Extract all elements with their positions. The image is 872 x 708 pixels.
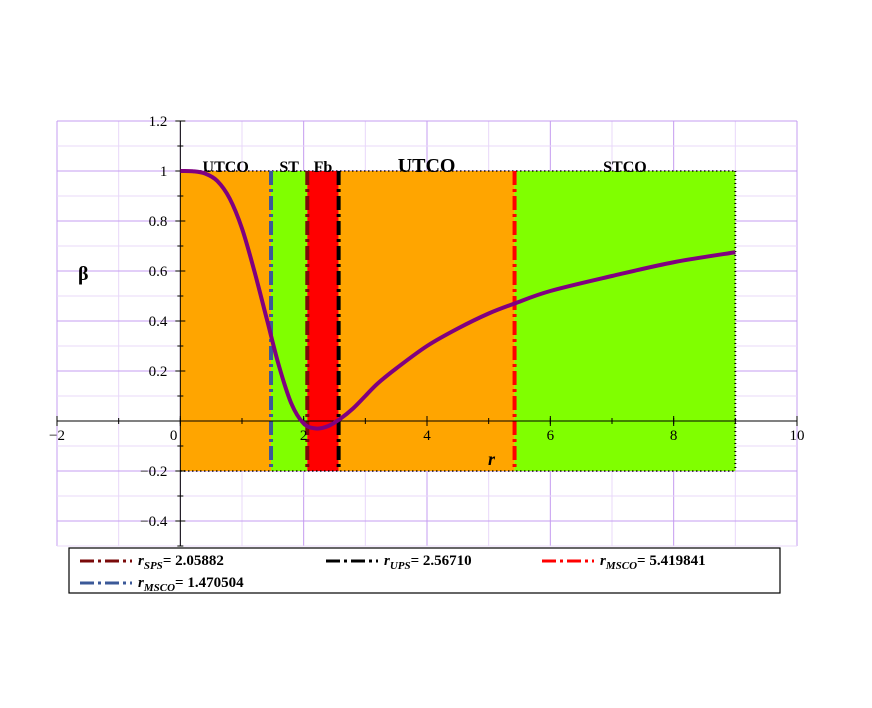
x-tick-label: 8 xyxy=(670,428,678,444)
x-tick-label: 10 xyxy=(790,428,805,444)
x-tick-label: 4 xyxy=(423,428,431,444)
region-label-4: STCO xyxy=(603,159,647,176)
x-tick-label: −2 xyxy=(49,428,65,444)
tick-labels: −2 0 2 4 6 8 10 1.2 1 0.8 0.6 0.4 0.2 −0.2 −0.4 xyxy=(49,114,804,530)
x-tick-label: 0 xyxy=(170,428,178,444)
y-tick-label: −0.4 xyxy=(140,514,168,530)
legend-label-r_MSCO_outer: rMSCO= 5.419841 xyxy=(600,553,706,572)
region-label-1: ST xyxy=(279,159,299,176)
legend-box xyxy=(68,547,781,594)
y-tick-label: 0.4 xyxy=(149,314,168,330)
legend-label-r_MSCO_inner: rMSCO= 1.470504 xyxy=(138,575,244,594)
y-tick-label: −0.2 xyxy=(140,464,167,480)
y-tick-label: 0.6 xyxy=(149,264,168,280)
y-tick-label: 0.2 xyxy=(149,364,168,380)
region-label-0: UTCO xyxy=(203,159,249,176)
region-label-2: Fb xyxy=(314,159,333,176)
axis-labels: rβ xyxy=(78,263,496,469)
region-1 xyxy=(271,171,308,471)
regions xyxy=(180,171,736,471)
y-axis-label: β xyxy=(78,263,89,285)
y-tick-label: 1 xyxy=(160,164,168,180)
y-tick-label: 0.8 xyxy=(149,214,168,230)
x-axis-label: r xyxy=(488,449,496,469)
legend-label-r_SPS: rSPS= 2.05882 xyxy=(138,553,224,572)
legend-label-r_UPS: rUPS= 2.56710 xyxy=(384,553,472,572)
region-0 xyxy=(180,171,272,471)
series xyxy=(180,168,736,431)
region-4 xyxy=(514,171,736,471)
axes xyxy=(56,120,798,547)
region-label-3: UTCO xyxy=(398,155,456,177)
legend: rSPS= 2.05882 rUPS= 2.56710 rMSCO= 5.41984… xyxy=(68,547,781,594)
x-tick-label: 2 xyxy=(300,428,308,444)
series-line-0 xyxy=(180,168,736,431)
region-labels: UTCO ST Fb UTCO STCO xyxy=(203,155,647,177)
y-tick-label: 1.2 xyxy=(149,114,168,130)
x-tick-label: 6 xyxy=(547,428,555,444)
